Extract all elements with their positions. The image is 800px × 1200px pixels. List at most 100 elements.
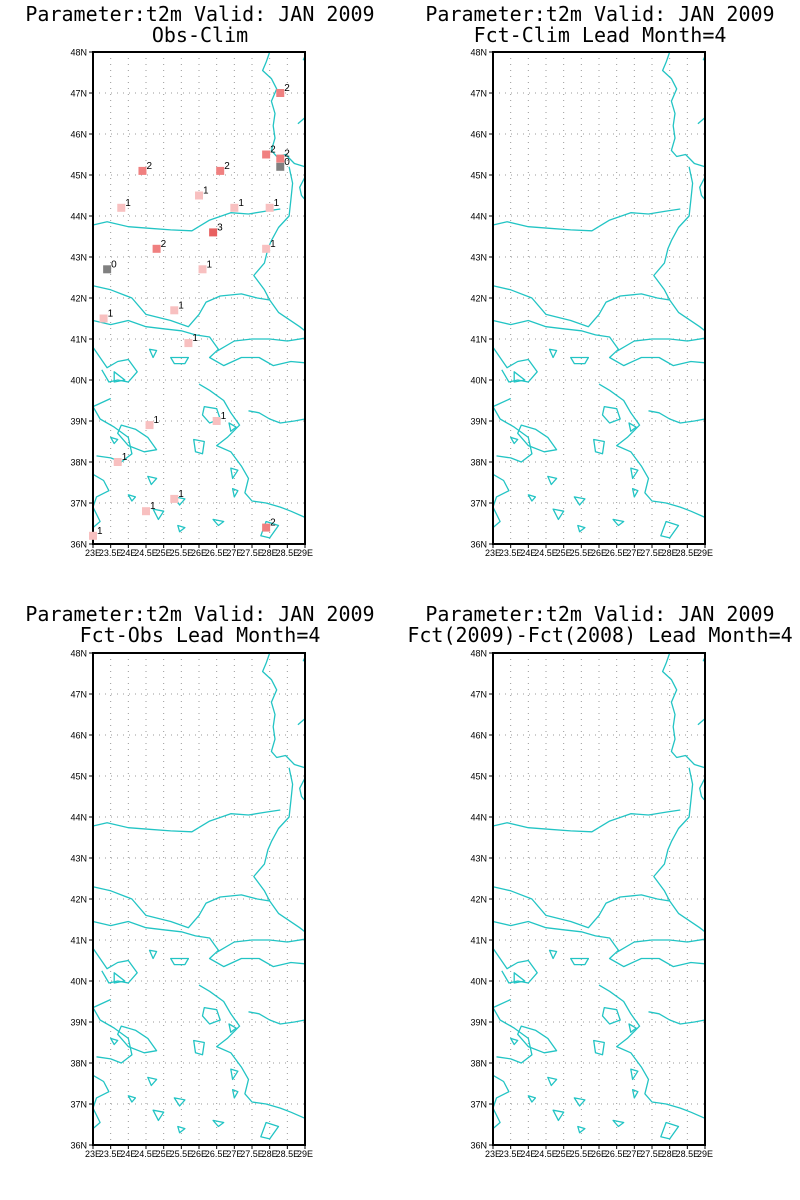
lon-tick-label: 28E — [262, 548, 278, 558]
lat-tick-label: 38N — [70, 1059, 87, 1069]
island-outline — [517, 424, 558, 453]
station-value-label: 2 — [270, 518, 276, 529]
island-outline — [517, 1025, 558, 1054]
lon-tick-label: 24.5E — [534, 1149, 558, 1159]
lat-tick-label: 48N — [470, 649, 487, 659]
island-outline — [612, 1119, 625, 1128]
lon-tick-label: 26E — [191, 548, 207, 558]
station-marker — [262, 150, 271, 159]
lat-tick-label: 41N — [70, 936, 87, 946]
lat-tick-label: 45N — [70, 772, 87, 782]
station-value-label: 2 — [270, 145, 276, 156]
island-outline — [147, 475, 158, 486]
coastline — [253, 767, 306, 933]
coastline — [598, 383, 706, 518]
lon-tick-label: 27.5E — [240, 1149, 264, 1159]
island-outline — [193, 438, 205, 455]
island-outline — [628, 422, 637, 432]
island-outline — [193, 1039, 205, 1056]
island-outline — [548, 348, 558, 359]
map-panel: 36N 37N 38N 39N 40N 41N 42N 43N 44N 45N 46N 47N 48N 2… — [470, 649, 713, 1160]
coastline — [92, 319, 306, 367]
lat-tick-label: 47N — [70, 690, 87, 700]
lat-tick-label: 41N — [470, 936, 487, 946]
lon-tick-label: 24.5E — [534, 548, 558, 558]
lat-tick-label: 39N — [70, 417, 87, 427]
coastline — [248, 1011, 306, 1025]
lat-tick-label: 39N — [70, 1018, 87, 1028]
station-marker — [117, 203, 126, 212]
island-outline — [631, 1088, 639, 1099]
lon-tick-label: 23E — [85, 548, 101, 558]
island-outline — [547, 475, 558, 486]
coastline — [92, 998, 133, 1064]
panel-title-line1: Parameter:t2m Valid: JAN 2009 — [425, 602, 775, 626]
island-outline — [147, 1076, 158, 1087]
station-marker — [276, 154, 285, 163]
coastline — [598, 984, 706, 1119]
coastline — [661, 652, 706, 769]
island-outline — [231, 1088, 239, 1099]
lat-tick-label: 45N — [470, 772, 487, 782]
island-outline — [148, 949, 158, 960]
lat-tick-label: 41N — [470, 335, 487, 345]
island-outline — [113, 972, 126, 984]
lat-tick-label: 39N — [470, 417, 487, 427]
island-outline — [152, 508, 165, 521]
station-marker — [103, 265, 112, 274]
coastline — [699, 176, 706, 201]
coastline — [299, 777, 306, 802]
island-outline — [228, 422, 237, 432]
coastline — [92, 920, 306, 968]
island-outline — [630, 467, 639, 480]
lat-tick-label: 40N — [70, 376, 87, 386]
island-outline — [547, 1076, 558, 1087]
island-outline — [152, 1109, 165, 1122]
station-value-label: 2 — [284, 83, 290, 94]
lat-tick-label: 47N — [470, 89, 487, 99]
station-marker — [276, 162, 285, 171]
lat-tick-label: 47N — [70, 89, 87, 99]
station-value-label: 2 — [284, 149, 290, 160]
lat-tick-label: 40N — [470, 977, 487, 987]
coastline — [661, 51, 706, 168]
island-outline — [117, 424, 158, 453]
lon-tick-label: 26.5E — [605, 548, 629, 558]
island-outline — [552, 1109, 565, 1122]
station-value-label: 3 — [217, 222, 223, 233]
island-outline — [173, 1097, 186, 1107]
island-outline — [527, 1095, 537, 1103]
island-outline — [212, 518, 225, 527]
station-value-label: 2 — [224, 161, 230, 172]
lon-tick-label: 25.5E — [570, 548, 594, 558]
lon-tick-label: 23E — [85, 1149, 101, 1159]
island-outline — [513, 972, 526, 984]
station-value-label: 2 — [146, 161, 152, 172]
station-value-label: 1 — [207, 259, 213, 270]
coastline — [492, 920, 706, 968]
lon-tick-label: 26.5E — [205, 548, 229, 558]
coastline — [492, 208, 681, 232]
coastline — [92, 886, 270, 929]
panel-title-line1: Parameter:t2m Valid: JAN 2009 — [425, 2, 775, 26]
lat-tick-label: 36N — [70, 1141, 87, 1151]
island-outline — [228, 1023, 237, 1033]
coastline — [299, 176, 306, 201]
panel-title: Parameter:t2m Valid: JAN 2009 Obs-Clim — [10, 4, 390, 46]
station-marker — [262, 523, 271, 532]
station-marker — [142, 507, 150, 516]
station-marker — [145, 421, 154, 430]
station-marker — [152, 244, 161, 253]
coastline-layer — [492, 51, 706, 539]
panel-title-line2: Fct-Clim Lead Month=4 — [473, 23, 727, 47]
lon-tick-label: 27.5E — [240, 548, 264, 558]
lat-tick-label: 42N — [70, 294, 87, 304]
island-outline — [630, 1068, 639, 1081]
lon-tick-label: 26.5E — [205, 1149, 229, 1159]
coastline-layer — [92, 51, 306, 539]
lon-tick-label: 27E — [226, 548, 242, 558]
lon-tick-label: 27.5E — [640, 1149, 664, 1159]
lon-tick-label: 25.5E — [170, 1149, 194, 1159]
island-outline — [510, 1037, 519, 1046]
